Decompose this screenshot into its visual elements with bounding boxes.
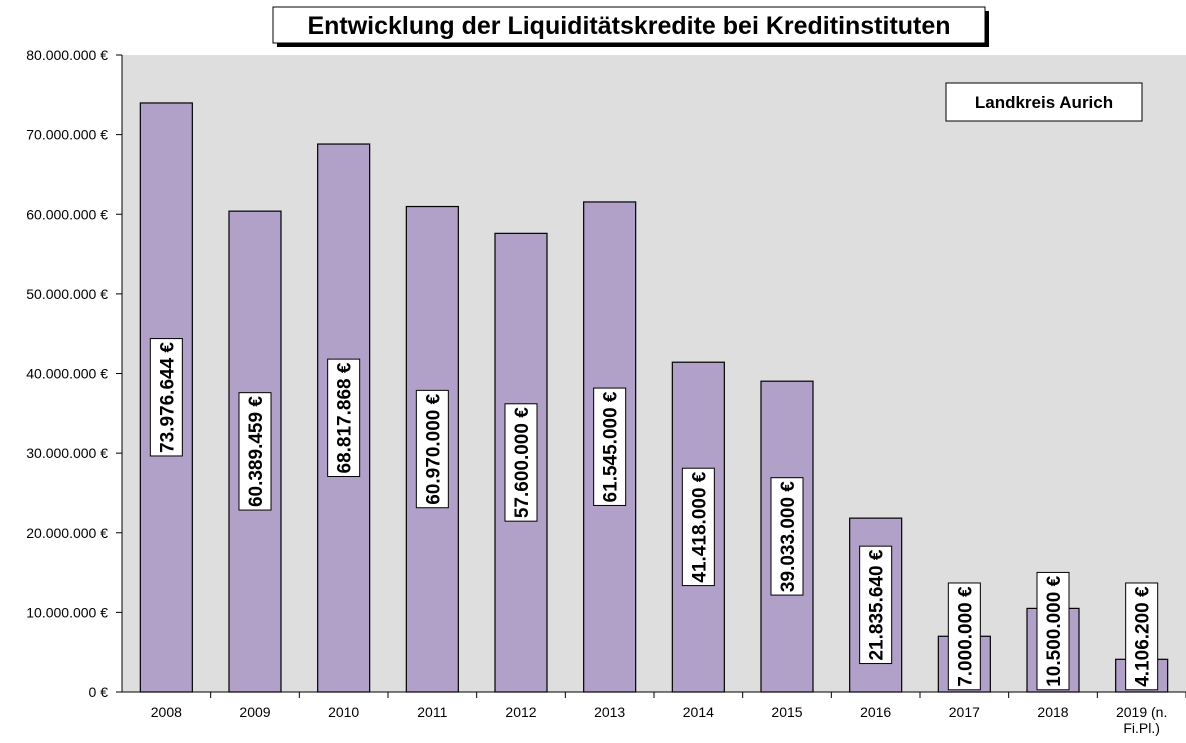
value-label-group: 60.970.000 €	[415, 389, 449, 509]
annotation-box	[945, 82, 1143, 122]
chart-title: Entwicklung der Liquiditätskredite bei K…	[307, 12, 950, 40]
value-label-group: 4.106.200 €	[1125, 582, 1159, 691]
value-label: 7.000.000 €	[955, 586, 976, 687]
y-tick-label: 50.000.000 €	[26, 286, 108, 302]
value-label: 68.817.868 €	[335, 362, 356, 473]
y-tick-label: 60.000.000 €	[26, 206, 108, 222]
x-tick-label: 2015	[771, 704, 803, 720]
value-label-group: 41.418.000 €	[681, 467, 715, 587]
value-label: 73.976.644 €	[157, 342, 178, 453]
value-label-box	[327, 358, 361, 477]
value-label-box	[1125, 582, 1159, 691]
x-tick-label: 2019 (n. Fi.Pl.)	[1115, 704, 1168, 736]
x-tick-label: 2017	[948, 704, 980, 720]
value-label: 60.389.459 €	[246, 396, 267, 507]
plot-area	[122, 55, 1186, 692]
value-label: 39.033.000 €	[778, 481, 799, 592]
value-label-group: 61.545.000 €	[593, 387, 627, 506]
value-label: 57.600.000 €	[512, 407, 533, 518]
value-label-box	[1036, 571, 1070, 691]
y-tick-label: 70.000.000 €	[26, 127, 108, 143]
value-label-group: 10.500.000 €	[1036, 571, 1070, 691]
y-tick-label: 0 €	[89, 684, 109, 700]
value-label-box	[504, 403, 538, 522]
y-tick-label: 80.000.000 €	[26, 47, 108, 63]
y-tick-label: 40.000.000 €	[26, 366, 108, 382]
value-label: 10.500.000 €	[1044, 575, 1065, 686]
value-label-group: 7.000.000 €	[947, 582, 981, 691]
value-label-box	[415, 389, 449, 509]
x-tick-label: 2013	[594, 704, 626, 720]
x-tick-label: 2014	[682, 704, 714, 720]
value-label-box	[593, 387, 627, 506]
value-label-box	[947, 582, 981, 691]
value-label-box	[238, 392, 272, 511]
value-label-group: 57.600.000 €	[504, 403, 538, 522]
x-tick-label: 2018	[1037, 704, 1069, 720]
x-tick-label: 2010	[328, 704, 360, 720]
value-label-box	[770, 477, 804, 596]
y-tick-label: 20.000.000 €	[26, 525, 108, 541]
value-label-group: 39.033.000 €	[770, 477, 804, 596]
value-label-box	[859, 545, 893, 665]
y-tick-label: 10.000.000 €	[26, 604, 108, 620]
value-label: 60.970.000 €	[423, 393, 444, 504]
annotation: Landkreis Aurich	[975, 93, 1113, 112]
x-tick-label: 2011	[417, 704, 448, 720]
value-label-group: 60.389.459 €	[238, 392, 272, 511]
value-label-box	[681, 467, 715, 587]
y-tick-label: 30.000.000 €	[26, 445, 108, 461]
x-tick-label: 2012	[505, 704, 537, 720]
value-label-group: 68.817.868 €	[327, 358, 361, 477]
value-label-group: 73.976.644 €	[149, 338, 183, 457]
value-label: 41.418.000 €	[689, 471, 710, 582]
value-label-group: 21.835.640 €	[859, 545, 893, 665]
value-label-box	[149, 338, 183, 457]
title-box	[272, 6, 986, 44]
x-tick-label: 2016	[860, 704, 892, 720]
value-label: 61.545.000 €	[601, 391, 622, 502]
value-label: 4.106.200 €	[1133, 586, 1154, 687]
x-tick-label: 2009	[239, 704, 271, 720]
value-label: 21.835.640 €	[867, 549, 888, 660]
x-tick-label: 2008	[150, 704, 182, 720]
